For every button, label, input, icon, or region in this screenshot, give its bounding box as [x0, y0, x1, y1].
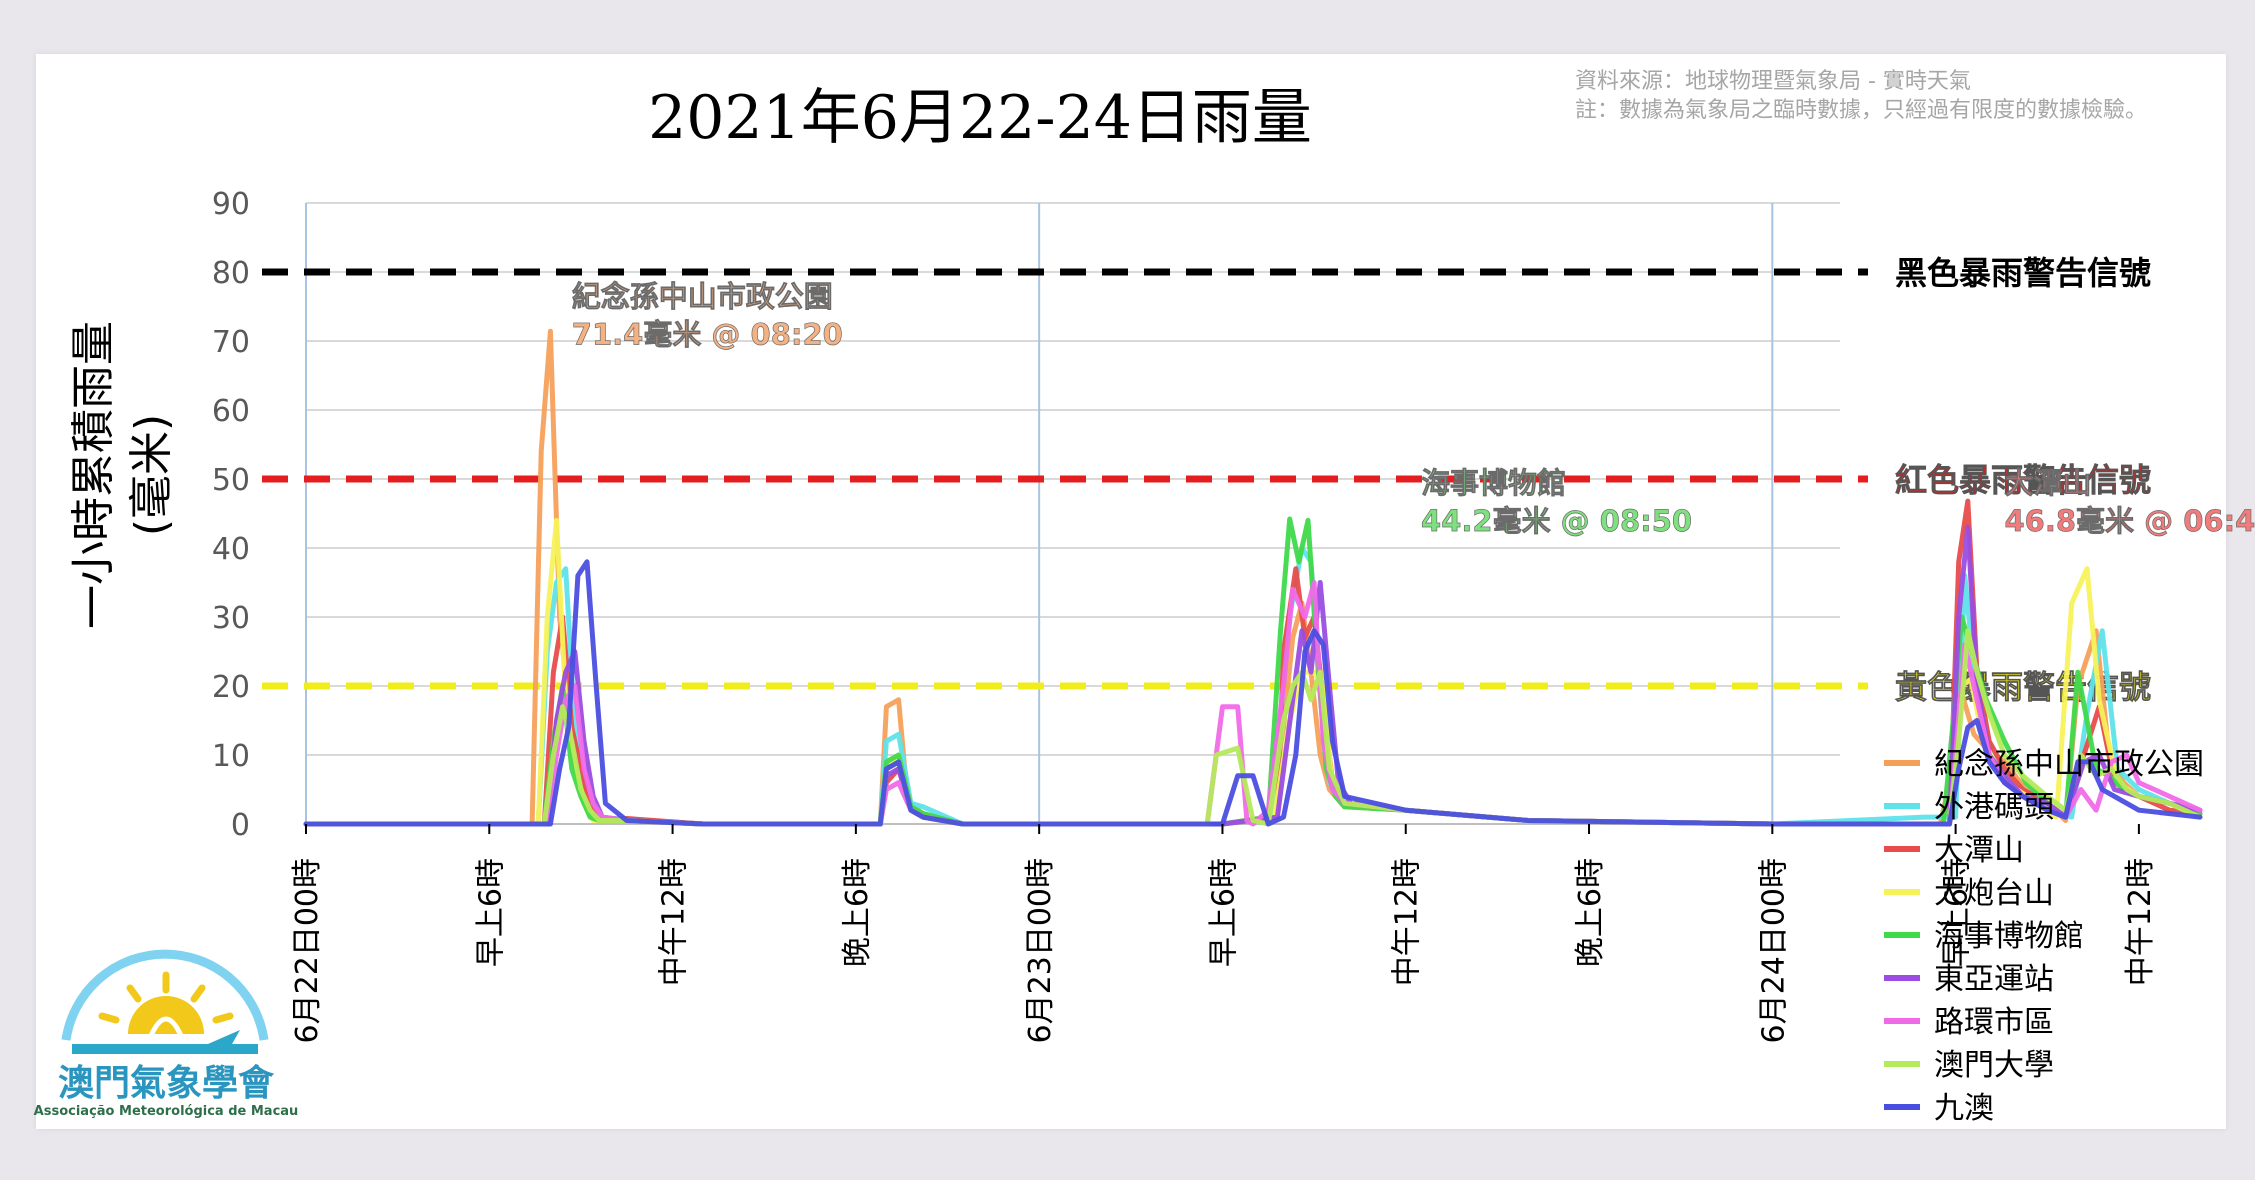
- y-tick-labels: 0 10 20 30 40 50 60 70 80 90: [212, 187, 250, 843]
- annotation-value-0: 71.4毫米 @ 08:20: [572, 318, 843, 352]
- chart-card: [36, 54, 2226, 1129]
- y-axis-title: 一小時累積雨量 (毫米): [68, 321, 177, 629]
- legend-label-5: 東亞運站: [1934, 962, 2054, 997]
- annotations: 紀念孫中山市政公園 71.4毫米 @ 08:20 海事博物館 44.2毫米 @ 08:…: [571, 279, 2255, 538]
- legend-label-7: 澳門大學: [1934, 1048, 2054, 1083]
- y-tick-40: 40: [212, 532, 250, 567]
- y-tick-30: 30: [212, 601, 250, 636]
- threshold-label-50: 紅色暴雨警告信號: [1895, 461, 2151, 499]
- threshold-label-20: 黃色暴雨警告信號: [1895, 668, 2151, 706]
- x-tick-label-30: 早上6時: [1206, 858, 1241, 967]
- sun-icon: [61, 949, 269, 1054]
- x-tick-label-36: 中午12時: [1390, 858, 1425, 986]
- series-line-8: [303, 559, 2203, 827]
- annotation-station-0: 紀念孫中山市政公園: [572, 280, 833, 314]
- x-tick-label-54: 早上6時: [1940, 858, 1975, 967]
- y-tick-70: 70: [212, 325, 250, 360]
- y-tick-90: 90: [212, 187, 250, 222]
- day-dividers: [305, 203, 1774, 828]
- series-lines: [303, 328, 2203, 827]
- x-tick-label-12: 中午12時: [657, 858, 692, 986]
- x-tick-label-6: 早上6時: [473, 858, 508, 967]
- y-tick-20: 20: [212, 670, 250, 705]
- x-tick-label-0: 6月22日00時: [290, 858, 325, 1043]
- y-tick-60: 60: [212, 394, 250, 429]
- chart-title: 2021年6月22-24日雨量: [648, 83, 1312, 153]
- x-tick-label-48: 6月24日00時: [1756, 858, 1791, 1043]
- legend-label-6: 路環市區: [1934, 1005, 2054, 1040]
- legend-label-3: 大炮台山: [1934, 876, 2054, 911]
- legend-label-8: 九澳: [1934, 1091, 1994, 1126]
- annotation-value-1: 44.2毫米 @ 08:50: [1421, 504, 1692, 538]
- x-tick-label-24: 6月23日00時: [1023, 858, 1058, 1043]
- y-tick-80: 80: [212, 256, 250, 291]
- series-line-7: [303, 628, 2203, 827]
- x-tick-labels: 6月22日00時 早上6時 中午12時 晚上6時 6月23日00時 早上6時 中午12時 晚上…: [290, 824, 2158, 1043]
- legend-label-0: 紀念孫中山市政公園: [1934, 747, 2204, 782]
- source-note: 資料來源：地球物理暨氣象局 - 實時天氣: [1575, 69, 1971, 94]
- logo-text: 澳門氣象學會: [58, 1063, 275, 1104]
- threshold-label-80: 黑色暴雨警告信號: [1895, 254, 2151, 292]
- y-axis-unit: (毫米): [126, 414, 177, 536]
- logo-subtext: Associação Meteorológica de Macau: [34, 1104, 299, 1119]
- x-tick-label-42: 晚上6時: [1573, 858, 1608, 967]
- legend-label-4: 海事博物館: [1934, 919, 2084, 954]
- y-tick-10: 10: [212, 739, 250, 774]
- annotation-station-2: 大潭山: [2004, 466, 2091, 500]
- y-tick-0: 0: [231, 808, 250, 843]
- annotation-value-2: 46.8毫米 @ 06:45: [2004, 504, 2255, 538]
- legend-label-1: 外港碼頭: [1934, 790, 2054, 825]
- legend-label-2: 大潭山: [1934, 833, 2024, 868]
- annotation-station-1: 海事博物館: [1421, 466, 1566, 500]
- y-axis-label: 一小時累積雨量: [68, 321, 119, 629]
- x-tick-label-60: 中午12時: [2123, 858, 2158, 986]
- logo: 澳門氣象學會 Associação Meteorológica de Macau: [34, 949, 299, 1119]
- y-tick-50: 50: [212, 463, 250, 498]
- x-tick-label-18: 晚上6時: [840, 858, 875, 967]
- data-disclaimer: 註：數據為氣象局之臨時數據，只經過有限度的數據檢驗。: [1575, 98, 2147, 123]
